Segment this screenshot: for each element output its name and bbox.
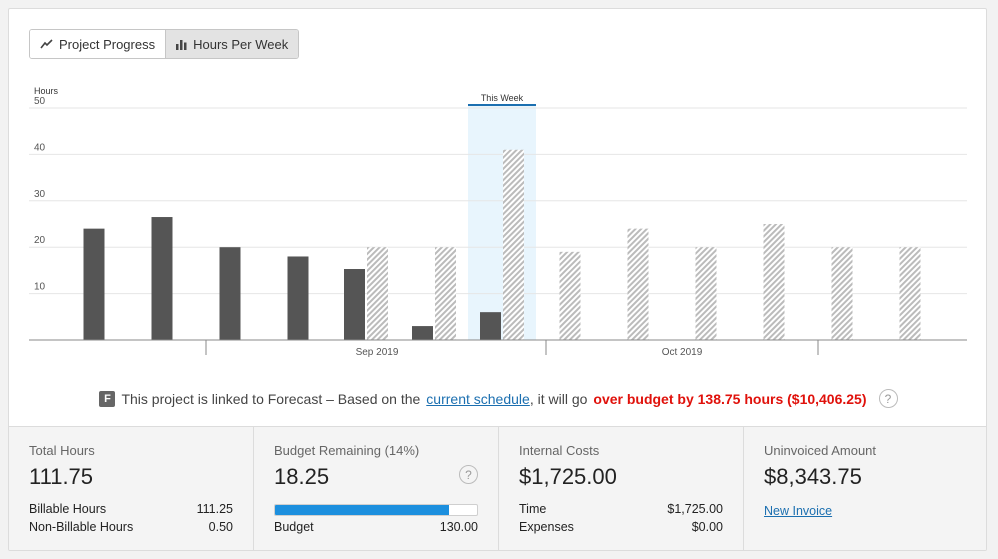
chart-view-toggle: Project Progress Hours Per Week xyxy=(29,29,300,59)
stat-label: Total Hours xyxy=(29,443,95,458)
y-tick-label: 30 xyxy=(34,189,46,200)
this-week-highlight xyxy=(468,106,536,340)
nonbillable-label: Non-Billable Hours xyxy=(29,520,134,534)
this-week-bar xyxy=(468,104,536,106)
scheduled-hours-bar xyxy=(435,247,456,340)
current-schedule-link[interactable]: current schedule xyxy=(426,390,530,407)
help-icon[interactable]: ? xyxy=(459,465,478,484)
new-invoice-link[interactable]: New Invoice xyxy=(764,504,833,518)
scheduled-hours-bar xyxy=(695,247,717,340)
billable-value: 111.25 xyxy=(196,502,233,516)
stat-value: 18.25 xyxy=(274,464,330,489)
month-label: Sep 2019 xyxy=(356,347,399,358)
y-tick-label: 10 xyxy=(34,282,46,293)
time-value: $1,725.00 xyxy=(667,502,723,516)
stats-panel: Total Hours 111.75 Billable Hours 111.25 … xyxy=(9,426,986,550)
actual-hours-bar xyxy=(344,269,365,340)
tab-label: Hours Per Week xyxy=(193,36,289,52)
scheduled-hours-bar xyxy=(367,247,388,340)
budget-progress-bar xyxy=(274,504,478,516)
help-icon[interactable]: ? xyxy=(878,389,898,408)
bar-chart-icon xyxy=(176,39,187,50)
uninvoiced-amount-stat: Uninvoiced Amount $8,343.75 New Invoice xyxy=(743,427,986,550)
y-tick-label: 50 xyxy=(34,96,46,107)
y-tick-label: 20 xyxy=(34,235,46,246)
scheduled-hours-bar xyxy=(627,228,649,340)
month-label: Oct 2019 xyxy=(662,347,703,358)
actual-hours-bar xyxy=(480,312,501,340)
tab-label: Project Progress xyxy=(59,36,156,52)
forecast-icon: F xyxy=(99,390,116,407)
stat-value: $8,343.75 xyxy=(764,464,862,489)
stat-value: 111.75 xyxy=(29,464,94,489)
total-hours-stat: Total Hours 111.75 Billable Hours 111.25 … xyxy=(9,427,253,550)
budget-value: 130.00 xyxy=(439,520,478,534)
stat-value: $1,725.00 xyxy=(519,464,617,489)
scheduled-hours-bar xyxy=(559,251,581,340)
actual-hours-bar xyxy=(219,247,241,340)
actual-hours-bar xyxy=(287,256,309,340)
budget-label: Budget xyxy=(274,520,314,534)
line-chart-icon xyxy=(40,39,53,49)
expenses-label: Expenses xyxy=(519,520,574,534)
forecast-text-after: , it will go xyxy=(529,390,588,407)
time-label: Time xyxy=(519,502,547,516)
stat-label: Internal Costs xyxy=(519,443,600,458)
internal-costs-stat: Internal Costs $1,725.00 Time $1,725.00 E… xyxy=(498,427,743,550)
tab-project-progress[interactable]: Project Progress xyxy=(30,30,166,58)
forecast-notice: F This project is linked to Forecast – B… xyxy=(9,389,986,408)
y-tick-label: 40 xyxy=(34,142,46,153)
stat-label: Uninvoiced Amount xyxy=(764,443,877,458)
billable-label: Billable Hours xyxy=(29,502,107,516)
project-card: Project Progress Hours Per Week This Wee… xyxy=(8,8,987,551)
over-budget-text: over budget by 138.75 hours ($10,406.25) xyxy=(593,390,867,407)
forecast-text-before: This project is linked to Forecast – Bas… xyxy=(121,390,421,407)
this-week-label: This Week xyxy=(481,93,524,103)
actual-hours-bar xyxy=(83,228,105,340)
y-axis-label: Hours xyxy=(34,86,59,96)
budget-progress-fill xyxy=(275,505,449,515)
expenses-value: $0.00 xyxy=(691,520,723,534)
scheduled-hours-bar xyxy=(503,149,524,340)
stat-label: Budget Remaining (14%) xyxy=(274,443,420,458)
nonbillable-value: 0.50 xyxy=(208,520,233,534)
scheduled-hours-bar xyxy=(899,247,921,340)
budget-remaining-stat: Budget Remaining (14%) 18.25 ? Budget 130… xyxy=(253,427,498,550)
scheduled-hours-bar xyxy=(831,247,853,340)
tab-hours-per-week[interactable]: Hours Per Week xyxy=(165,30,299,58)
actual-hours-bar xyxy=(412,326,433,340)
scheduled-hours-bar xyxy=(763,224,785,340)
actual-hours-bar xyxy=(151,217,173,340)
hours-per-week-chart: This Week 10 20 30 40 50 Hours Sep 2019 Oct 20… xyxy=(9,79,986,379)
